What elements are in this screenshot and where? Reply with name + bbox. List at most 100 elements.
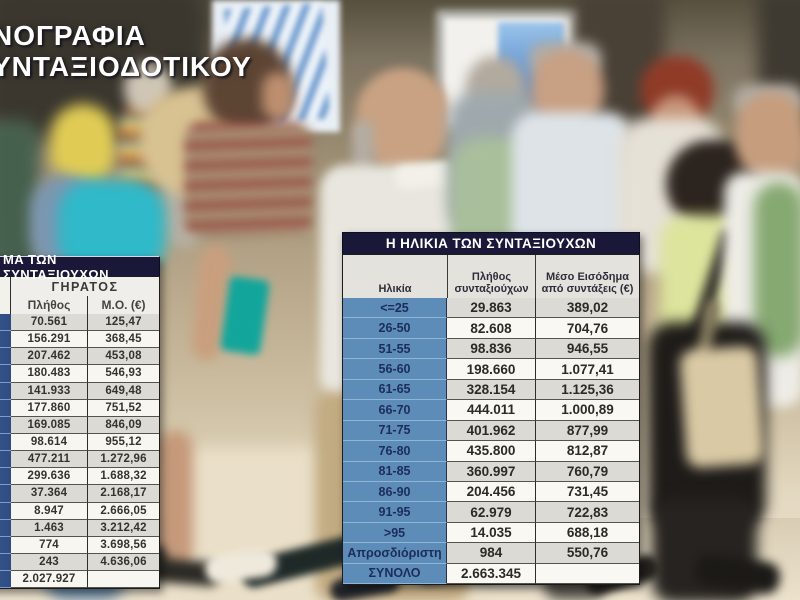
table-row: <=25 29.863 389,02 bbox=[343, 298, 639, 319]
table-row: 1.463 3.212,42 bbox=[0, 519, 159, 537]
value-cell: 368,45 bbox=[87, 331, 159, 349]
value-cell: 243 bbox=[11, 553, 87, 572]
value-cell: 812,87 bbox=[535, 441, 639, 462]
table-row: ΣΥΝΟΛΟ 2.663.345 bbox=[343, 563, 639, 585]
table-row: 37.364 2.168,17 bbox=[0, 485, 159, 503]
table-row: 169.085 846,09 bbox=[0, 416, 159, 434]
value-cell: 2.663.345 bbox=[447, 563, 535, 585]
table-row: 70.561 125,47 bbox=[0, 314, 159, 332]
value-cell: 1.463 bbox=[11, 519, 87, 537]
table-row: 156.291 368,45 bbox=[0, 331, 159, 349]
row-label-cell: 76-80 bbox=[343, 441, 447, 462]
table-row: 56-60 198.660 1.077,41 bbox=[343, 359, 639, 380]
value-cell: 846,09 bbox=[87, 416, 159, 434]
value-cell: 169.085 bbox=[11, 416, 87, 434]
row-label-cell: Απροσδιόριστη bbox=[343, 543, 447, 564]
table-row: 477.211 1.272,96 bbox=[0, 451, 159, 469]
table-row: 180.483 546,93 bbox=[0, 365, 159, 383]
headline-line1: ΝΟΓΡΑΦΙΑ bbox=[0, 20, 146, 51]
row-label-cell bbox=[0, 451, 11, 469]
value-cell: 704,76 bbox=[535, 318, 639, 339]
value-cell: 198.660 bbox=[447, 359, 535, 380]
value-cell: 3.698,56 bbox=[87, 536, 159, 554]
age-table-title: Η ΗΛΙΚΙΑ ΤΩΝ ΣΥΝΤΑΞΙΟΥΧΩΝ bbox=[342, 232, 640, 254]
column-header-meso-eisodima: Μέσο Εισόδημα από συντάξεις (€) bbox=[535, 255, 639, 298]
photo-blob bbox=[262, 72, 294, 120]
row-label-cell: 61-65 bbox=[343, 379, 447, 401]
row-label-cell bbox=[0, 553, 11, 572]
table-row: 774 3.698,56 bbox=[0, 536, 159, 554]
value-cell: 955,12 bbox=[87, 433, 159, 452]
row-label-cell bbox=[0, 382, 11, 400]
row-label-cell bbox=[0, 433, 11, 452]
photo-blob bbox=[678, 345, 766, 469]
value-cell: 328.154 bbox=[447, 379, 535, 401]
table-row: 141.933 649,48 bbox=[0, 382, 159, 400]
row-label-cell bbox=[0, 399, 11, 417]
value-cell: 760,79 bbox=[535, 461, 639, 482]
row-label-cell: ΣΥΝΟΛΟ bbox=[343, 563, 447, 585]
row-label-cell bbox=[0, 416, 11, 434]
age-table: Η ΗΛΙΚΙΑ ΤΩΝ ΣΥΝΤΑΞΙΟΥΧΩΝ Ηλικία Πλήθος … bbox=[342, 232, 640, 586]
age-table-column-header-row: Ηλικία Πλήθος συνταξιούχων Μέσο Εισόδημα… bbox=[343, 255, 639, 298]
row-label-cell bbox=[0, 519, 11, 537]
row-label-cell bbox=[0, 468, 11, 486]
row-label-cell: 26-50 bbox=[343, 318, 447, 339]
value-cell: 444.011 bbox=[447, 400, 535, 421]
value-cell: 4.636,06 bbox=[87, 553, 159, 572]
row-label-cell bbox=[0, 502, 11, 520]
row-label-cell: >95 bbox=[343, 522, 447, 544]
value-cell: 98.836 bbox=[447, 338, 535, 360]
column-header-plithos: Πλήθος bbox=[27, 298, 71, 312]
row-label-cell: 51-55 bbox=[343, 338, 447, 360]
table-row: 66-70 444.011 1.000,89 bbox=[343, 400, 639, 421]
value-cell bbox=[87, 571, 159, 589]
value-cell: 360.997 bbox=[447, 461, 535, 482]
value-cell: 984 bbox=[447, 543, 535, 564]
table-row: 26-50 82.608 704,76 bbox=[343, 318, 639, 339]
value-cell: 546,93 bbox=[87, 365, 159, 383]
value-cell: 29.863 bbox=[447, 298, 535, 319]
value-cell: 477.211 bbox=[11, 451, 87, 469]
value-cell: 731,45 bbox=[535, 481, 639, 503]
row-label-cell bbox=[0, 571, 11, 589]
photo-blob bbox=[352, 120, 374, 175]
value-cell: 299.636 bbox=[11, 468, 87, 486]
value-cell: 156.291 bbox=[11, 331, 87, 349]
value-cell: 688,18 bbox=[535, 522, 639, 544]
column-header-plithos-syntaxiouxon: Πλήθος συνταξιούχων bbox=[447, 255, 535, 298]
value-cell: 141.933 bbox=[11, 382, 87, 400]
table-row: 243 4.636,06 bbox=[0, 553, 159, 572]
table-row: Απροσδιόριστη 984 550,76 bbox=[343, 543, 639, 564]
photo-blob bbox=[736, 92, 800, 180]
value-cell: 2.168,17 bbox=[87, 485, 159, 503]
table-row: >95 14.035 688,18 bbox=[343, 522, 639, 544]
row-label-cell bbox=[0, 314, 11, 332]
row-label-cell bbox=[0, 331, 11, 349]
value-cell: 389,02 bbox=[535, 298, 639, 319]
value-cell: 2.666,05 bbox=[87, 502, 159, 520]
value-cell: 180.483 bbox=[11, 365, 87, 383]
income-table-group-header: ΓΗΡΑΤΟΣ bbox=[51, 279, 119, 294]
table-row: 61-65 328.154 1.125,36 bbox=[343, 379, 639, 401]
age-table-body: <=25 29.863 389,02 26-50 82.608 704,76 51-55 98… bbox=[343, 298, 639, 585]
value-cell: 82.608 bbox=[447, 318, 535, 339]
value-cell: 207.462 bbox=[11, 348, 87, 366]
value-cell: 204.456 bbox=[447, 481, 535, 503]
value-cell: 1.000,89 bbox=[535, 400, 639, 421]
table-row: 177.860 751,52 bbox=[0, 399, 159, 417]
income-table-body: 70.561 125,47 156.291 368,45 207.462 453,08 18… bbox=[0, 314, 159, 589]
value-cell: 37.364 bbox=[11, 485, 87, 503]
value-cell: 774 bbox=[11, 536, 87, 554]
income-table-group-header-row: ΓΗΡΑΤΟΣ bbox=[0, 277, 159, 296]
income-table-body-wrap: ΓΗΡΑΤΟΣ Πλήθος Μ.Ο. (€) 70.561 125,47 156.… bbox=[0, 276, 160, 590]
column-header-mo-euro: Μ.Ο. (€) bbox=[87, 296, 159, 314]
table-row: 98.614 955,12 bbox=[0, 433, 159, 452]
value-cell: 14.035 bbox=[447, 522, 535, 544]
row-label-cell: 86-90 bbox=[343, 481, 447, 503]
cropped-label-column-stub bbox=[0, 296, 11, 314]
age-table-body-wrap: Ηλικία Πλήθος συνταξιούχων Μέσο Εισόδημα… bbox=[342, 254, 640, 586]
value-cell: 1.688,32 bbox=[87, 468, 159, 486]
value-cell: 2.027.927 bbox=[11, 571, 87, 589]
